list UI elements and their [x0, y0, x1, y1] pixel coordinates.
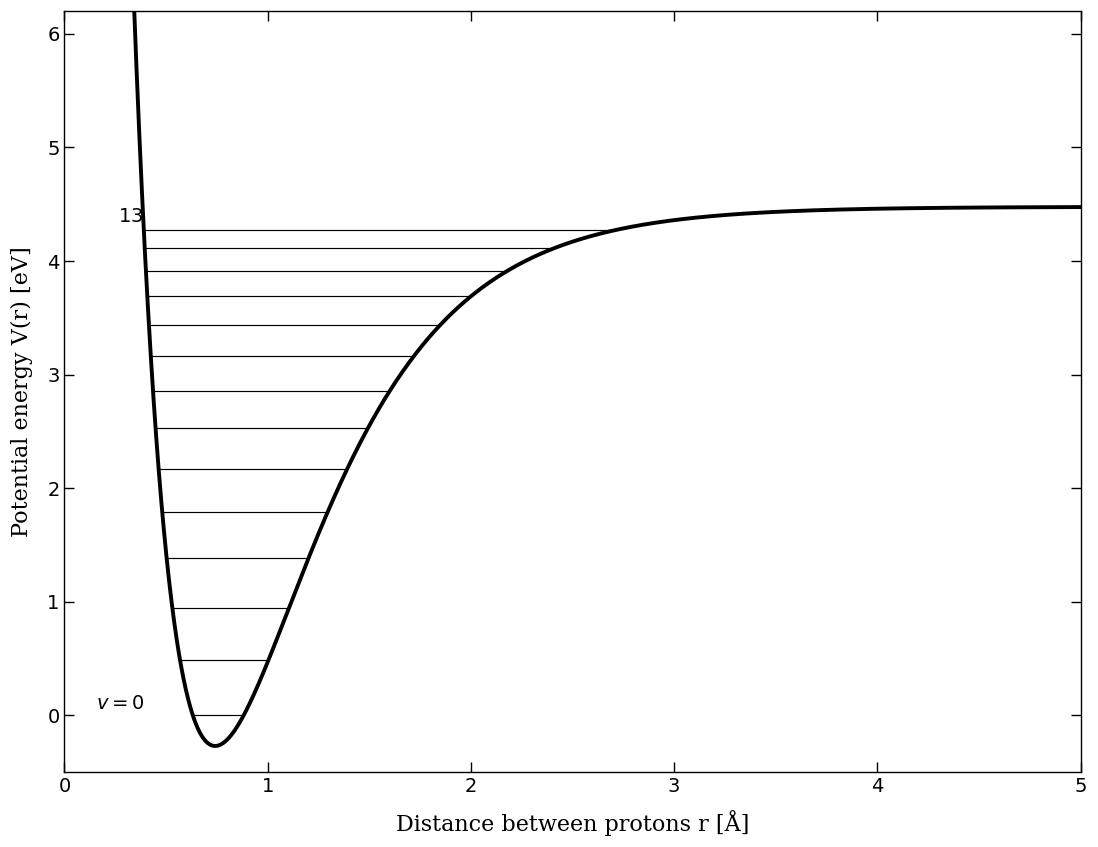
- Text: $13$: $13$: [119, 208, 144, 225]
- X-axis label: Distance between protons r [Å]: Distance between protons r [Å]: [396, 810, 749, 836]
- Text: $v = 0$: $v = 0$: [96, 695, 145, 713]
- Y-axis label: Potential energy V(r) [eV]: Potential energy V(r) [eV]: [11, 246, 33, 537]
